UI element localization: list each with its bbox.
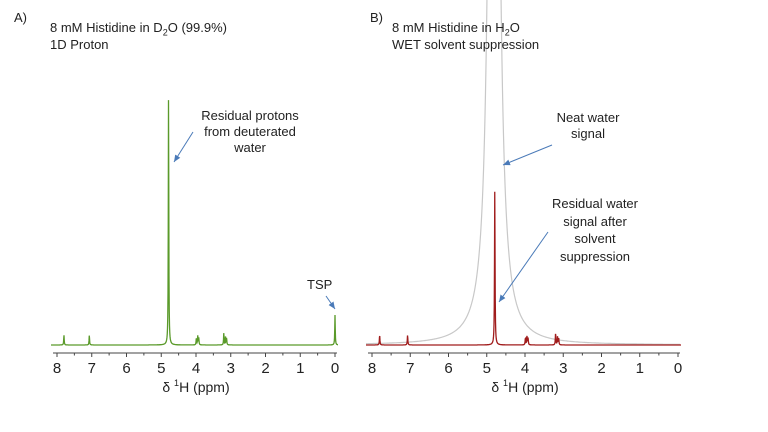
annotation-arrow (498, 231, 549, 303)
title-sub: 2 (504, 27, 510, 38)
annotation-arrow (325, 295, 336, 310)
spectrum-trace (51, 100, 338, 346)
annotation-line: suppression (559, 248, 631, 264)
title-sub: 2 (162, 27, 168, 38)
x-tick-label: 8 (368, 360, 376, 377)
panel-a-subtitle: 1D Proton (50, 37, 109, 52)
spectrum-trace (366, 191, 681, 346)
title-text: 8 mM Histidine in H (392, 20, 505, 35)
x-tick-label: 2 (261, 360, 269, 377)
annotation-residual-protons: Residual protons from deuterated water (190, 108, 310, 156)
annotation-line: signal (571, 126, 605, 141)
x-tick-label: 4 (521, 360, 529, 377)
annotation-line: solvent (574, 231, 616, 246)
x-tick-label: 1 (296, 360, 304, 377)
panel-a-title: 8 mM Histidine in D2O (99.9%) (50, 20, 227, 41)
x-tick-label: 6 (122, 360, 130, 377)
panel-b-title: 8 mM Histidine in H2O (392, 20, 520, 41)
annotation-line: signal after (563, 213, 627, 229)
x-tick-label: 3 (559, 360, 567, 377)
annotation-tsp: TSP (307, 277, 333, 292)
x-tick-label: 5 (157, 360, 165, 377)
title-text: O (99.9%) (167, 20, 227, 35)
annotation-line: Neat water (556, 110, 620, 125)
x-tick-label: 2 (597, 360, 605, 377)
title-text: O (509, 20, 520, 35)
panel-b-label: B) (370, 10, 383, 25)
panel-a-label: A) (14, 10, 27, 25)
x-tick-label: 8 (53, 360, 61, 377)
annotation-line: from deuterated (204, 124, 296, 139)
x-tick-label: 7 (88, 360, 96, 377)
annotation-line: Residual water (552, 196, 638, 211)
annotation-line: Residual protons (201, 108, 299, 123)
x-tick-label: 6 (444, 360, 452, 377)
x-tick-label: 7 (406, 360, 414, 377)
x-tick-label: 0 (331, 360, 339, 377)
annotation-arrow (173, 131, 194, 163)
annotation-arrow (502, 144, 553, 166)
x-tick-label: 5 (483, 360, 491, 377)
x-tick-label: 4 (192, 360, 200, 377)
x-tick-label: 3 (227, 360, 235, 377)
x-axis-label: δ 1H (ppm) (162, 378, 229, 395)
neat-water-trace (366, 0, 680, 345)
annotation-line: water (234, 140, 266, 155)
annotation-neat-water: Neat water signal (548, 110, 628, 142)
x-axis-label: δ 1H (ppm) (491, 378, 558, 395)
panel-b-subtitle: WET solvent suppression (392, 37, 540, 52)
x-tick-label: 1 (636, 360, 644, 377)
annotation-residual-water: Residual water signal after solvent supp… (540, 195, 650, 265)
title-text: 8 mM Histidine in D (50, 20, 163, 35)
x-tick-label: 0 (674, 360, 682, 377)
